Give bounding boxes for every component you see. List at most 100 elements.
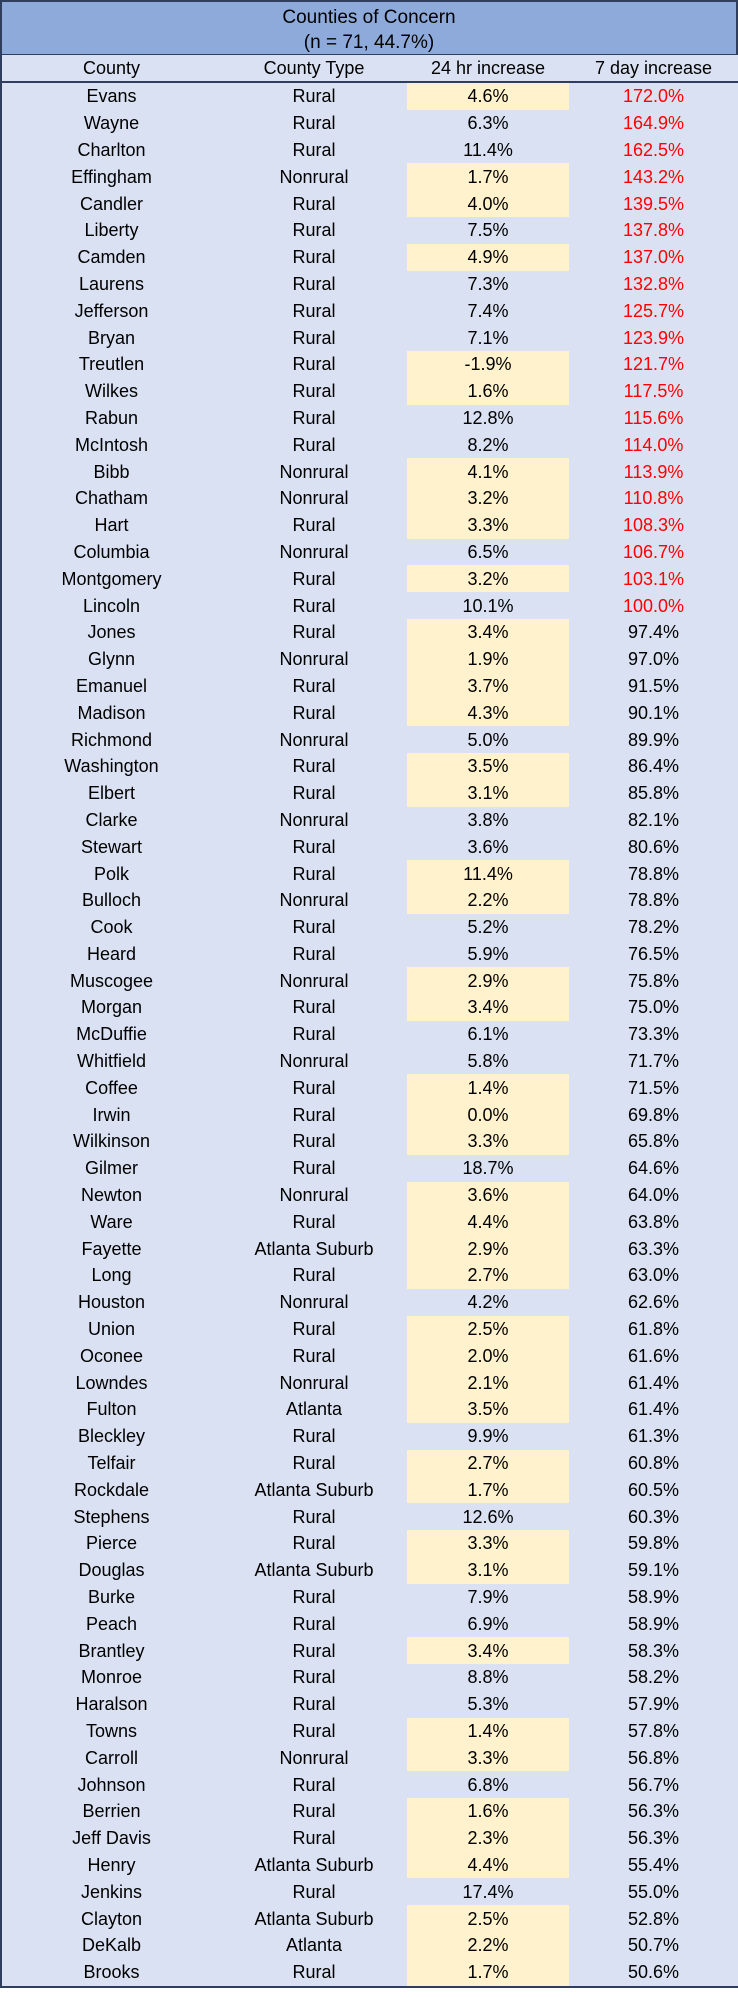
increase-7day-cell: 80.6% bbox=[627, 836, 680, 857]
county-cell: Fulton bbox=[86, 1399, 137, 1420]
county-cell: DeKalb bbox=[81, 1935, 142, 1956]
table-row: Morgan Rural 3.4% 75.0% bbox=[1, 994, 738, 1021]
increase-24hr-cell: 7.9% bbox=[467, 1587, 509, 1608]
increase-24hr-cell: 6.5% bbox=[467, 541, 509, 562]
increase-7day-cell: 58.9% bbox=[627, 1613, 680, 1634]
county-type-cell: Rural bbox=[292, 622, 336, 643]
increase-7day-cell: 125.7% bbox=[622, 300, 685, 321]
table-row: Chatham Nonrural 3.2% 110.8% bbox=[1, 484, 738, 512]
table-row: Clarke Nonrural 3.8% 82.1% bbox=[1, 807, 738, 834]
increase-24hr-cell: 10.1% bbox=[462, 595, 514, 616]
increase-24hr-cell: 2.2% bbox=[407, 1931, 569, 1959]
county-cell: Long bbox=[91, 1265, 132, 1286]
increase-24hr-cell: 6.8% bbox=[467, 1774, 509, 1795]
increase-24hr-cell: 17.4% bbox=[462, 1881, 514, 1902]
table-row: Hart Rural 3.3% 108.3% bbox=[1, 511, 738, 539]
county-type-cell: Rural bbox=[292, 836, 336, 857]
increase-24hr-cell: 6.9% bbox=[467, 1613, 509, 1634]
increase-7day-cell: 61.4% bbox=[627, 1399, 680, 1420]
increase-24hr-cell: 7.1% bbox=[467, 327, 509, 348]
increase-7day-cell: 61.6% bbox=[627, 1345, 680, 1366]
table-row: Stephens Rural 12.6% 60.3% bbox=[1, 1503, 738, 1530]
county-type-cell: Nonrural bbox=[279, 166, 349, 187]
increase-24hr-cell: 3.1% bbox=[407, 1556, 569, 1584]
table-row: Houston Nonrural 4.2% 62.6% bbox=[1, 1289, 738, 1316]
increase-24hr-cell: 1.4% bbox=[407, 1717, 569, 1745]
increase-24hr-cell: 4.9% bbox=[407, 243, 569, 271]
county-type-cell: Nonrural bbox=[279, 1051, 349, 1072]
table-row: Jones Rural 3.4% 97.4% bbox=[1, 618, 738, 646]
increase-24hr-cell: 3.7% bbox=[407, 672, 569, 700]
increase-7day-cell: 75.8% bbox=[627, 970, 680, 991]
table-row: Clayton Atlanta Suburb 2.5% 52.8% bbox=[1, 1905, 738, 1932]
increase-7day-cell: 65.8% bbox=[627, 1131, 680, 1152]
increase-24hr-cell: 2.0% bbox=[407, 1342, 569, 1370]
data-table: County County Type 24 hr increase 7 day … bbox=[0, 54, 738, 1988]
county-type-cell: Rural bbox=[292, 943, 336, 964]
county-type-cell: Atlanta Suburb bbox=[254, 1908, 374, 1929]
county-cell: Berrien bbox=[82, 1801, 141, 1822]
increase-7day-cell: 78.8% bbox=[627, 863, 680, 884]
county-cell: Jenkins bbox=[80, 1881, 143, 1902]
header-24hr-increase: 24 hr increase bbox=[407, 54, 569, 83]
table-row: Brooks Rural 1.7% 50.6% bbox=[1, 1958, 738, 1987]
table-row: Heard Rural 5.9% 76.5% bbox=[1, 941, 738, 968]
increase-24hr-cell: 6.3% bbox=[467, 113, 509, 134]
increase-7day-cell: 64.0% bbox=[627, 1185, 680, 1206]
county-type-cell: Rural bbox=[292, 1828, 336, 1849]
increase-7day-cell: 71.5% bbox=[627, 1077, 680, 1098]
county-cell: Gilmer bbox=[85, 1158, 138, 1179]
increase-24hr-cell: 3.1% bbox=[407, 779, 569, 807]
table-row: Gilmer Rural 18.7% 64.6% bbox=[1, 1155, 738, 1182]
increase-7day-cell: 143.2% bbox=[622, 166, 685, 187]
county-type-cell: Rural bbox=[292, 139, 336, 160]
county-type-cell: Rural bbox=[292, 1211, 336, 1232]
county-type-cell: Nonrural bbox=[279, 809, 349, 830]
county-cell: Oconee bbox=[79, 1345, 144, 1366]
table-row: Lowndes Nonrural 2.1% 61.4% bbox=[1, 1369, 738, 1397]
increase-7day-cell: 57.9% bbox=[627, 1694, 680, 1715]
county-cell: Camden bbox=[77, 247, 146, 268]
increase-24hr-cell: 3.2% bbox=[407, 484, 569, 512]
county-type-cell: Rural bbox=[292, 1077, 336, 1098]
county-type-cell: Rural bbox=[292, 1131, 336, 1152]
county-type-cell: Nonrural bbox=[279, 1185, 349, 1206]
increase-7day-cell: 137.8% bbox=[622, 220, 685, 241]
county-cell: Ware bbox=[90, 1211, 133, 1232]
county-cell: Richmond bbox=[70, 729, 153, 750]
increase-24hr-cell: 2.9% bbox=[407, 967, 569, 995]
county-type-cell: Rural bbox=[292, 273, 336, 294]
county-cell: Chatham bbox=[74, 488, 149, 509]
increase-7day-cell: 97.4% bbox=[627, 622, 680, 643]
county-cell: Cook bbox=[90, 917, 133, 938]
increase-24hr-cell: 1.7% bbox=[407, 1476, 569, 1504]
county-type-cell: Nonrural bbox=[279, 970, 349, 991]
increase-7day-cell: 58.2% bbox=[627, 1667, 680, 1688]
county-type-cell: Nonrural bbox=[279, 541, 349, 562]
county-cell: Madison bbox=[77, 702, 146, 723]
table-row: Johnson Rural 6.8% 56.7% bbox=[1, 1771, 738, 1798]
table-row: Berrien Rural 1.6% 56.3% bbox=[1, 1798, 738, 1825]
county-type-cell: Rural bbox=[292, 1774, 336, 1795]
increase-7day-cell: 61.3% bbox=[627, 1426, 680, 1447]
county-type-cell: Rural bbox=[292, 863, 336, 884]
increase-24hr-cell: 8.8% bbox=[467, 1667, 509, 1688]
increase-7day-cell: 57.8% bbox=[627, 1721, 680, 1741]
county-cell: McIntosh bbox=[74, 434, 149, 455]
county-cell: Emanuel bbox=[75, 675, 148, 696]
county-type-cell: Rural bbox=[292, 434, 336, 455]
table-row: Pierce Rural 3.3% 59.8% bbox=[1, 1530, 738, 1557]
county-type-cell: Rural bbox=[292, 1345, 336, 1366]
increase-24hr-cell: 11.4% bbox=[463, 139, 513, 160]
county-type-cell: Rural bbox=[292, 1533, 336, 1554]
increase-24hr-cell: 2.1% bbox=[407, 1369, 569, 1397]
increase-24hr-cell: 9.9% bbox=[467, 1426, 509, 1447]
county-cell: Pierce bbox=[85, 1533, 138, 1554]
table-title-main: Counties of Concern bbox=[282, 7, 456, 28]
table-row: Wayne Rural 6.3% 164.9% bbox=[1, 110, 738, 137]
table-row: Rabun Rural 12.8% 115.6% bbox=[1, 405, 738, 432]
county-type-cell: Rural bbox=[292, 86, 336, 107]
increase-24hr-cell: 1.9% bbox=[407, 645, 569, 673]
county-cell: Liberty bbox=[84, 220, 139, 241]
increase-7day-cell: 82.1% bbox=[627, 809, 680, 830]
